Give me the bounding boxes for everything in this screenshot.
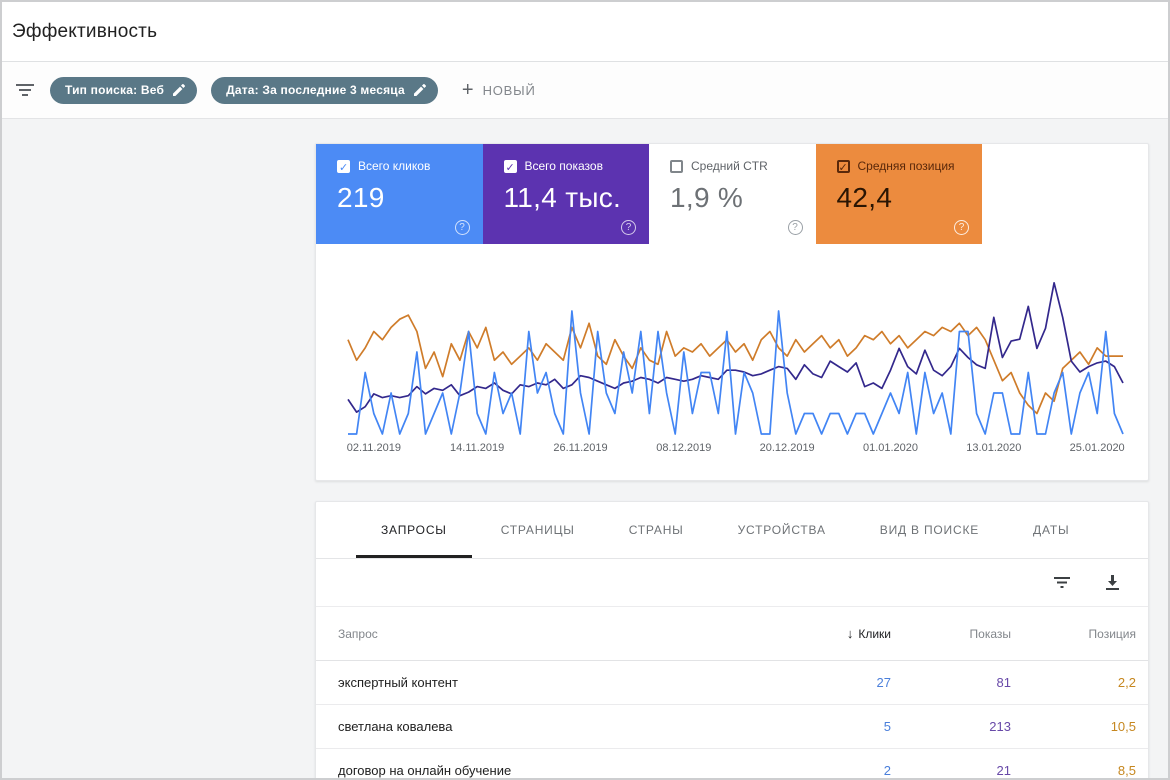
chip-label: Дата: За последние 3 месяца <box>226 83 405 97</box>
card-label: Всего показов <box>524 159 603 173</box>
sort-arrow-icon: ↓ <box>846 626 854 641</box>
table-filter-icon[interactable] <box>1052 573 1072 593</box>
card-value: 11,4 тыс. <box>503 182 622 213</box>
page-header: Эффективность <box>2 2 1168 62</box>
tab-label: ДАТЫ <box>1033 523 1070 537</box>
card-value: 1,9 % <box>670 182 744 213</box>
edit-icon[interactable] <box>413 84 426 96</box>
table-tabs: ЗАПРОСЫ СТРАНИЦЫ СТРАНЫ УСТРОЙСТВА ВИД В… <box>316 502 1148 559</box>
help-icon[interactable]: ? <box>621 220 636 235</box>
edit-icon[interactable] <box>173 84 186 96</box>
metric-cards: ✓ Всего кликов 219 ? ✓ Всего показов 11,… <box>316 144 1148 244</box>
cell-query: договор на онлайн обучение <box>338 763 512 778</box>
tab-label: УСТРОЙСТВА <box>737 523 826 537</box>
plus-icon: + <box>461 79 474 101</box>
filter-bar: Тип поиска: Веб Дата: За последние 3 мес… <box>2 62 1168 119</box>
x-axis-label: 20.12.2019 <box>759 442 815 454</box>
tab-label: СТРАНЫ <box>628 523 684 537</box>
help-icon[interactable]: ? <box>454 220 470 235</box>
tab-label: СТРАНИЦЫ <box>500 523 575 537</box>
new-filter-button[interactable]: + НОВЫЙ <box>462 80 536 100</box>
card-value: 42,4 <box>836 182 893 213</box>
cell-impressions: 21 <box>996 763 1011 778</box>
x-axis-label: 14.11.2019 <box>450 442 505 454</box>
cell-position: 10,5 <box>1110 719 1136 734</box>
content-area: ✓ Всего кликов 219 ? ✓ Всего показов 11,… <box>2 119 1168 778</box>
column-header-query[interactable]: Запрос <box>338 626 378 641</box>
column-header-clicks[interactable]: ↓ Клики <box>771 626 891 641</box>
x-axis-label: 26.11.2019 <box>553 442 608 454</box>
chart-lines <box>347 281 1124 435</box>
checkbox-impressions[interactable]: ✓ <box>503 159 517 174</box>
cell-impressions: 81 <box>996 675 1011 690</box>
cell-position: 8,5 <box>1117 763 1136 778</box>
page-title: Эффективность <box>12 20 158 42</box>
column-label: Клики <box>858 627 891 641</box>
table-panel: ЗАПРОСЫ СТРАНИЦЫ СТРАНЫ УСТРОЙСТВА ВИД В… <box>315 501 1149 778</box>
x-axis-label: 13.01.2020 <box>966 442 1022 454</box>
table-row[interactable]: светлана ковалева 5 213 10,5 <box>316 705 1148 749</box>
chart-line-Всего показов <box>347 281 1124 413</box>
card-header: ✓ Всего кликов <box>337 159 483 174</box>
table-header: Запрос ↓ Клики Показы Позиция <box>316 607 1148 661</box>
cell-clicks: 2 <box>883 763 891 778</box>
filter-icon[interactable] <box>14 79 36 101</box>
column-header-impressions[interactable]: Показы <box>969 626 1011 641</box>
metric-card-ctr[interactable]: Средний CTR 1,9 % ? <box>649 144 816 244</box>
chart-panel: ✓ Всего кликов 219 ? ✓ Всего показов 11,… <box>315 143 1149 481</box>
x-axis-label: 02.11.2019 <box>346 442 401 454</box>
card-label: Всего кликов <box>358 159 431 173</box>
cell-impressions: 213 <box>989 719 1011 734</box>
card-label: Средний CTR <box>691 159 768 173</box>
cell-clicks: 5 <box>883 719 891 734</box>
new-filter-label: НОВЫЙ <box>482 82 536 98</box>
table-toolbar <box>316 559 1148 607</box>
cell-position: 2,2 <box>1117 675 1136 690</box>
card-header: Средний CTR <box>670 159 816 173</box>
card-label: Средняя позиция <box>857 159 955 173</box>
table-row[interactable]: договор на онлайн обучение 2 21 8,5 <box>316 749 1148 778</box>
metric-card-impressions[interactable]: ✓ Всего показов 11,4 тыс. ? <box>482 144 650 244</box>
x-axis-label: 08.12.2019 <box>656 442 712 454</box>
help-icon[interactable]: ? <box>954 220 969 235</box>
tab-label: ЗАПРОСЫ <box>381 523 447 537</box>
cell-query: светлана ковалева <box>338 719 453 734</box>
tab-search-appearance[interactable]: ВИД В ПОИСКЕ <box>853 502 1006 558</box>
filter-chip-date[interactable]: Дата: За последние 3 месяца <box>211 76 438 104</box>
chip-label: Тип поиска: Веб <box>65 83 165 97</box>
tab-devices[interactable]: УСТРОЙСТВА <box>711 502 853 558</box>
download-icon[interactable] <box>1102 573 1122 593</box>
cell-clicks: 27 <box>876 675 891 690</box>
checkbox-clicks[interactable]: ✓ <box>337 159 350 174</box>
filter-chip-search-type[interactable]: Тип поиска: Веб <box>50 76 198 104</box>
metric-card-position[interactable]: ✓ Средняя позиция 42,4 ? <box>815 144 983 244</box>
checkbox-ctr[interactable] <box>670 159 683 173</box>
chart-line-Всего кликов <box>348 310 1124 435</box>
column-header-position[interactable]: Позиция <box>1088 626 1136 641</box>
table-row[interactable]: экспертный контент 27 81 2,2 <box>316 661 1148 705</box>
checkbox-position[interactable]: ✓ <box>836 159 850 174</box>
performance-chart: 02.11.2019 14.11.2019 26.11.2019 08.12.2019… <box>316 244 1148 480</box>
card-value: 219 <box>337 182 385 213</box>
card-header: ✓ Всего показов <box>503 159 650 174</box>
chart-line-Средняя позиция <box>347 314 1123 415</box>
metric-card-clicks[interactable]: ✓ Всего кликов 219 ? <box>316 144 483 244</box>
help-icon[interactable]: ? <box>787 220 803 235</box>
tab-pages[interactable]: СТРАНИЦЫ <box>474 502 602 558</box>
x-axis-label: 25.01.2020 <box>1069 442 1125 454</box>
tab-label: ВИД В ПОИСКЕ <box>879 523 980 537</box>
x-axis-label: 01.01.2020 <box>862 442 919 454</box>
tab-countries[interactable]: СТРАНЫ <box>602 502 711 558</box>
tab-dates[interactable]: ДАТЫ <box>1006 502 1096 558</box>
tab-queries[interactable]: ЗАПРОСЫ <box>354 502 474 558</box>
cell-query: экспертный контент <box>338 675 458 690</box>
card-header: ✓ Средняя позиция <box>836 159 983 174</box>
